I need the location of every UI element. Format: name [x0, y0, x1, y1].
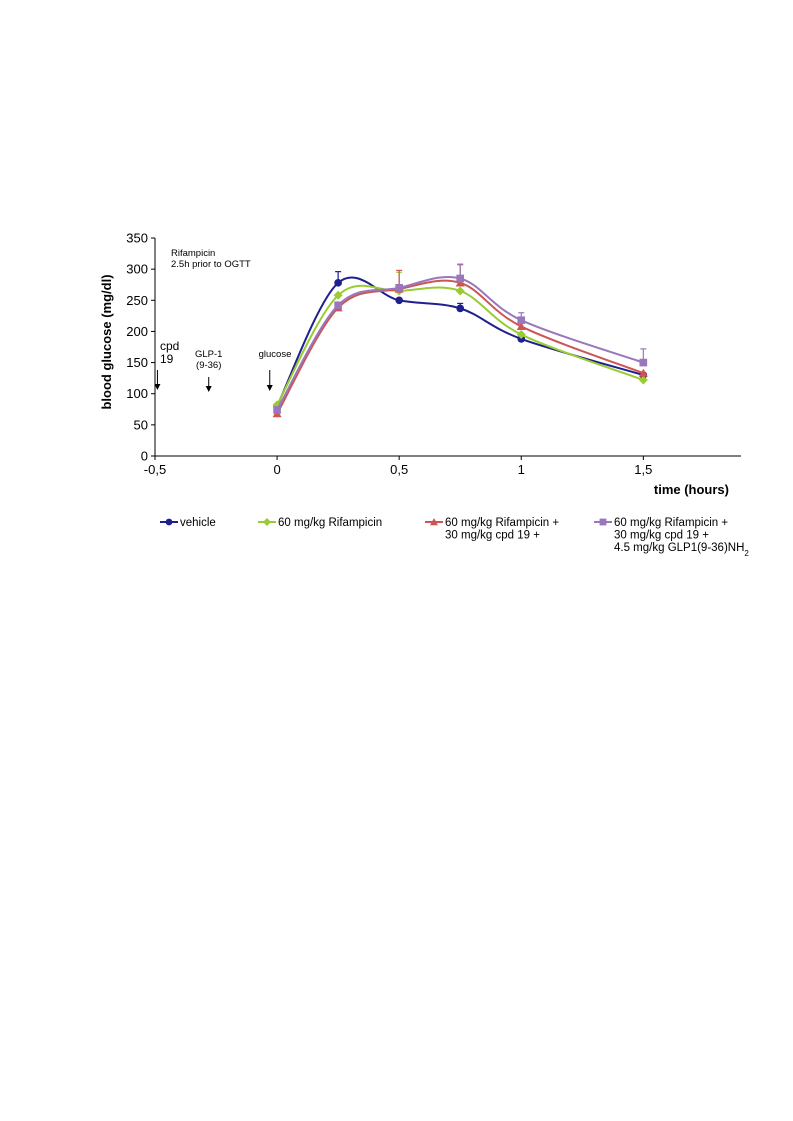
x-tick-label: 0 — [273, 462, 280, 477]
annotation-cpd19-arrow-head — [154, 384, 161, 390]
data-point — [456, 274, 465, 283]
y-axis-ticks: 0 50 100 150 200 250 300 350 — [126, 231, 155, 464]
annotation-cpd19-text: 19 — [160, 352, 174, 366]
legend-label: 30 mg/kg cpd 19 + — [614, 530, 709, 542]
data-point — [455, 278, 465, 287]
legend-label: 4.5 mg/kg GLP1(9-36)NH2 — [614, 542, 749, 558]
series-line — [276, 276, 644, 407]
series-layer — [272, 263, 648, 418]
legend-item-3: 60 mg/kg Rifampicin +30 mg/kg cpd 19 + — [425, 517, 559, 542]
x-tick-label: 1 — [518, 462, 525, 477]
x-tick-label: 0,5 — [390, 462, 408, 477]
series-4 — [273, 264, 648, 414]
data-point — [334, 301, 342, 310]
data-point — [395, 296, 403, 305]
x-axis-ticks: -0,5 0 0,5 1 1,5 — [144, 456, 652, 477]
annotation-rifampicin-text: Rifampicin — [171, 248, 215, 259]
y-tick-label: 350 — [126, 231, 148, 246]
x-tick-label: 1,5 — [634, 462, 652, 477]
annotation-cpd19-text: cpd — [160, 339, 179, 353]
data-point — [395, 284, 403, 292]
data-point — [517, 316, 526, 325]
data-point — [334, 279, 342, 287]
data-point — [455, 286, 465, 296]
annotation-glp1-text: (9-36) — [196, 360, 221, 371]
legend-swatch-marker — [599, 518, 607, 526]
y-tick-label: 50 — [134, 417, 148, 432]
data-point — [456, 304, 465, 313]
x-axis-title: time (hours) — [654, 482, 729, 497]
data-point — [638, 375, 648, 385]
y-tick-label: 200 — [126, 324, 148, 339]
legend-item-4: 60 mg/kg Rifampicin +30 mg/kg cpd 19 +4.… — [594, 517, 749, 558]
y-axis-title: blood glucose (mg/dl) — [99, 274, 114, 409]
annotation-glp1-arrow — [205, 377, 212, 392]
data-point — [639, 358, 648, 367]
legend-swatch-marker — [430, 518, 438, 526]
data-point — [333, 290, 343, 300]
y-tick-label: 150 — [126, 355, 148, 370]
legend: vehicle 60 mg/kg Rifampicin 60 mg/kg Rifam… — [160, 517, 749, 558]
annotation-glucose-arrow — [266, 370, 273, 391]
annotation-glp1-arrow-head — [205, 386, 212, 392]
series-line — [276, 279, 644, 415]
legend-item-2: 60 mg/kg Rifampicin — [258, 517, 382, 529]
data-point — [516, 321, 526, 331]
legend-label: 60 mg/kg Rifampicin — [278, 517, 382, 529]
y-tick-label: 250 — [126, 293, 148, 308]
annotation-cpd19-arrow — [154, 370, 161, 390]
annotation-glucose-text: glucose — [259, 349, 292, 360]
data-point — [273, 406, 281, 414]
legend-swatch-marker — [263, 518, 271, 526]
legend-label: 60 mg/kg Rifampicin + — [614, 517, 728, 529]
legend-swatch-marker — [165, 518, 173, 526]
legend-label: 60 mg/kg Rifampicin + — [445, 517, 559, 529]
data-point — [516, 330, 526, 340]
y-tick-label: 300 — [126, 262, 148, 277]
annotation-glucose-arrow-head — [266, 385, 273, 391]
annotation-glp1-text: GLP-1 — [195, 349, 222, 360]
y-tick-label: 0 — [141, 449, 148, 464]
legend-label: 30 mg/kg cpd 19 + — [445, 530, 540, 542]
data-point — [638, 368, 648, 377]
annotation-rifampicin-text: 2.5h prior to OGTT — [171, 259, 251, 270]
series-line — [276, 284, 644, 406]
x-tick-label: -0,5 — [144, 462, 166, 477]
series-line — [276, 275, 644, 411]
legend-item-1: vehicle — [160, 517, 216, 529]
y-tick-label: 100 — [126, 386, 148, 401]
legend-label: vehicle — [180, 517, 216, 529]
